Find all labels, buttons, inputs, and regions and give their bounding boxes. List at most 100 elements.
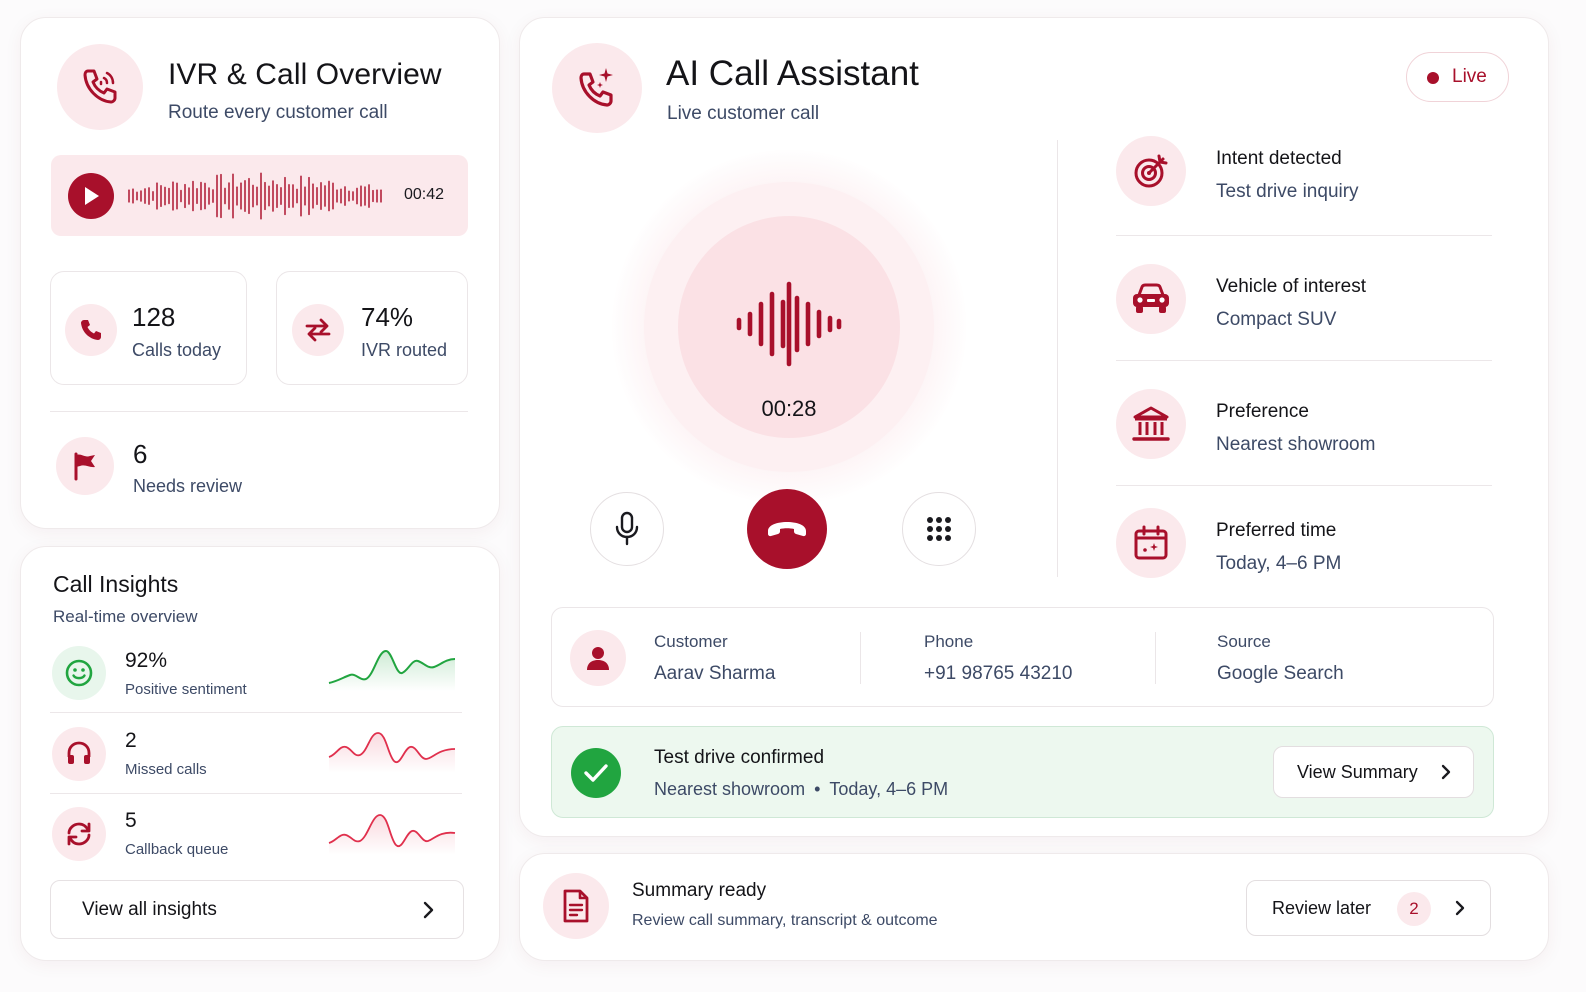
view-summary-button[interactable]: View Summary bbox=[1273, 746, 1474, 798]
call-timer: 00:28 bbox=[761, 396, 817, 421]
needs-review-value: 6 bbox=[133, 439, 148, 469]
sentiment-value: 92% bbox=[125, 649, 168, 672]
view-all-insights-label: View all insights bbox=[82, 899, 217, 920]
stat-ivr-routed: 74% IVR routed bbox=[276, 271, 468, 385]
recording-player: 00:42 bbox=[51, 155, 468, 236]
assistant-subtitle: Live customer call bbox=[667, 103, 820, 124]
preference-title: Preference bbox=[1216, 401, 1309, 422]
insights-title: Call Insights bbox=[53, 571, 179, 597]
review-later-label: Review later bbox=[1272, 898, 1372, 918]
target-icon bbox=[1116, 136, 1186, 206]
voice-wave-icon bbox=[736, 281, 842, 367]
confirmation-details: Nearest showroom • Today, 4–6 PM bbox=[654, 779, 948, 800]
divider bbox=[860, 632, 861, 684]
sentiment-sparkline bbox=[328, 649, 456, 691]
confirmation-separator: • bbox=[814, 779, 821, 799]
calendar-icon bbox=[1116, 508, 1186, 578]
customer-label: Customer bbox=[654, 632, 728, 651]
source-label: Source bbox=[1217, 632, 1271, 651]
arrows-exchange-icon bbox=[292, 304, 344, 356]
microphone-icon bbox=[615, 511, 639, 546]
car-icon bbox=[1116, 264, 1186, 334]
divider bbox=[1116, 360, 1492, 361]
waveform-graphic bbox=[128, 172, 382, 220]
headset-icon bbox=[52, 727, 106, 781]
calls-today-label: Calls today bbox=[132, 340, 222, 360]
recording-time: 00:42 bbox=[404, 186, 445, 203]
ivr-overview-card: IVR & Call Overview Route every customer… bbox=[20, 17, 500, 529]
flag-icon bbox=[56, 437, 114, 495]
confirmation-time: Today, 4–6 PM bbox=[829, 779, 949, 799]
document-icon bbox=[543, 873, 609, 939]
divider bbox=[1155, 632, 1156, 684]
intent-value: Test drive inquiry bbox=[1216, 181, 1359, 202]
ivr-routed-label: IVR routed bbox=[361, 340, 448, 360]
missed-calls-label: Missed calls bbox=[125, 761, 207, 778]
ivr-title: IVR & Call Overview bbox=[168, 58, 442, 91]
vehicle-title: Vehicle of interest bbox=[1216, 276, 1366, 297]
callback-queue-label: Callback queue bbox=[125, 841, 229, 858]
needs-review-label: Needs review bbox=[133, 476, 243, 496]
mute-button[interactable] bbox=[590, 492, 664, 566]
bank-icon bbox=[1116, 389, 1186, 459]
summary-ready-card: Summary ready Review call summary, trans… bbox=[519, 853, 1549, 961]
summary-subtitle: Review call summary, transcript & outcom… bbox=[632, 912, 938, 929]
calls-today-value: 128 bbox=[132, 302, 176, 332]
end-call-button[interactable] bbox=[747, 489, 827, 569]
review-count-badge: 2 bbox=[1397, 892, 1431, 926]
phone-signal-icon bbox=[57, 44, 143, 130]
phone-value: +91 98765 43210 bbox=[924, 663, 1073, 684]
ivr-subtitle: Route every customer call bbox=[168, 102, 388, 123]
end-call-icon bbox=[768, 522, 806, 537]
callback-queue-value: 5 bbox=[125, 809, 137, 832]
smile-icon bbox=[52, 646, 106, 700]
play-icon bbox=[85, 187, 99, 205]
callback-queue-sparkline bbox=[328, 814, 456, 855]
preference-value: Nearest showroom bbox=[1216, 434, 1376, 455]
ivr-routed-value: 74% bbox=[361, 302, 414, 332]
preferred-time-value: Today, 4–6 PM bbox=[1216, 553, 1342, 574]
chevron-right-icon bbox=[1455, 900, 1465, 916]
divider bbox=[1116, 235, 1492, 236]
phone-icon bbox=[65, 304, 117, 356]
insights-subtitle: Real-time overview bbox=[53, 607, 198, 626]
live-dot-icon bbox=[1427, 72, 1439, 84]
confirmation-title: Test drive confirmed bbox=[654, 747, 825, 768]
ai-call-assistant-card: AI Call Assistant Live customer call Liv… bbox=[519, 17, 1549, 837]
refresh-icon bbox=[52, 807, 106, 861]
keypad-icon bbox=[927, 517, 951, 541]
stat-calls-today: 128 Calls today bbox=[50, 271, 247, 385]
sentiment-label: Positive sentiment bbox=[125, 681, 247, 698]
check-icon bbox=[571, 748, 621, 798]
divider bbox=[50, 712, 462, 713]
customer-info-panel: Customer Aarav Sharma Phone +91 98765 43… bbox=[551, 607, 1494, 707]
phone-sparkle-icon bbox=[552, 43, 642, 133]
live-label: Live bbox=[1452, 66, 1487, 87]
divider bbox=[1116, 485, 1492, 486]
divider bbox=[50, 411, 468, 412]
source-value: Google Search bbox=[1217, 663, 1344, 684]
summary-title: Summary ready bbox=[632, 880, 767, 901]
chevron-right-icon bbox=[1441, 764, 1451, 780]
play-button[interactable] bbox=[68, 173, 114, 219]
customer-name: Aarav Sharma bbox=[654, 663, 776, 684]
test-drive-confirmation: Test drive confirmed Nearest showroom • … bbox=[551, 726, 1494, 818]
keypad-button[interactable] bbox=[902, 492, 976, 566]
assistant-title: AI Call Assistant bbox=[666, 54, 919, 93]
missed-calls-sparkline bbox=[328, 732, 456, 773]
live-badge: Live bbox=[1406, 52, 1509, 102]
confirmation-location: Nearest showroom bbox=[654, 779, 806, 799]
vehicle-value: Compact SUV bbox=[1216, 309, 1337, 330]
intent-title: Intent detected bbox=[1216, 148, 1342, 169]
call-insights-card: Call Insights Real-time overview 92% Pos… bbox=[20, 546, 500, 961]
view-all-insights-button[interactable]: View all insights bbox=[50, 880, 464, 939]
user-icon bbox=[570, 630, 626, 686]
phone-label: Phone bbox=[924, 632, 974, 651]
view-summary-label: View Summary bbox=[1297, 762, 1418, 782]
column-divider bbox=[1057, 140, 1058, 577]
preferred-time-title: Preferred time bbox=[1216, 520, 1337, 541]
chevron-right-icon bbox=[423, 901, 434, 919]
missed-calls-value: 2 bbox=[125, 729, 137, 752]
divider bbox=[50, 793, 462, 794]
review-later-button[interactable]: Review later 2 bbox=[1246, 880, 1491, 936]
